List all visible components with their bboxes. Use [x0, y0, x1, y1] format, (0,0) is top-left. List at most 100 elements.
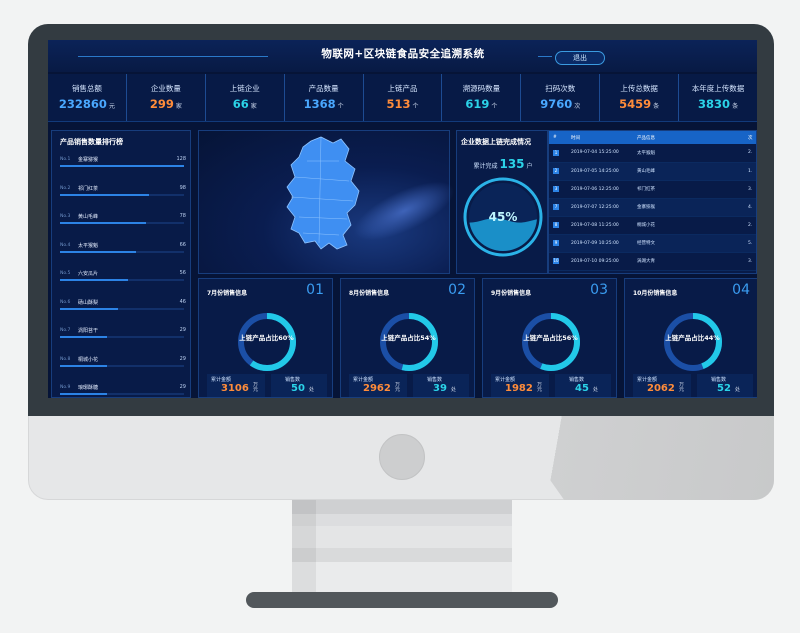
stat-card: 产品数量 1368 个	[285, 74, 364, 121]
stat-value: 619	[465, 97, 490, 111]
rank-no: No.7	[60, 328, 71, 333]
logout-button[interactable]: 退出	[555, 51, 605, 65]
month-sales-unit: 处	[593, 387, 599, 393]
rank-track	[60, 250, 184, 253]
month-sales-card: 7月份销售信息 01 上链产品占比60% 累计金额 3106 万元 销售数 50 处	[198, 278, 333, 398]
row-no-cell: 3	[549, 180, 567, 199]
rank-name: 砀山酥梨	[78, 299, 99, 306]
rank-track	[60, 165, 184, 167]
stat-unit: 元	[108, 103, 115, 110]
records-col-count: 次	[744, 131, 756, 144]
stat-value: 3830	[698, 97, 731, 111]
row-count: 5.	[744, 234, 756, 253]
row-no-cell: 7	[549, 198, 567, 217]
rank-bar	[60, 336, 108, 338]
table-row[interactable]: 7 2019-07-07 12:25:00 金寨猕猴 4.	[549, 198, 756, 217]
progress-count-label: 累计完成	[473, 163, 498, 170]
stats-row: 销售总额 232860 元企业数量 299 家上链企业 66 家产品数量 1368 个上链产品 5…	[48, 74, 757, 122]
rank-count: 98	[179, 184, 186, 191]
row-product: 经营特文	[633, 234, 744, 253]
ranking-item[interactable]: No.1 金寨猕猴 128	[60, 156, 186, 177]
stat-label: 销售总额	[71, 84, 102, 93]
month-sum-box: 累计金额 2062 万元	[633, 374, 691, 397]
rank-no: No.2	[60, 185, 71, 191]
stat-unit: 个	[337, 103, 344, 110]
province-map[interactable]	[198, 130, 463, 274]
rank-bar	[60, 364, 108, 367]
ranking-item[interactable]: No.3 黄山毛峰 78	[60, 213, 186, 234]
month-sales: 45	[575, 383, 589, 394]
table-row[interactable]: 10 2019-07-10 09:25:00 涡湖大青 3.	[549, 252, 756, 271]
month-ring-label: 上链产品占比56%	[523, 334, 578, 342]
month-sum: 2062	[647, 383, 675, 394]
ranking-item[interactable]: No.5 六安瓜片 56	[60, 270, 186, 291]
page-title: 物联网+区块链食品安全追溯系统	[321, 48, 485, 60]
table-row[interactable]: 2 2019-07-05 14:25:00 黄山毛峰 1.	[549, 162, 756, 181]
month-sales-unit: 处	[735, 387, 741, 393]
rank-no: No.3	[60, 214, 71, 219]
rank-count: 29	[179, 384, 186, 390]
stat-card: 上链产品 513 个	[364, 74, 443, 121]
row-no-cell: 9	[549, 234, 567, 253]
rank-bar	[60, 193, 150, 196]
stat-value: 232860	[58, 97, 107, 111]
table-row[interactable]: 1 2019-07-04 15:25:00 太平猴魁 2.	[549, 144, 756, 163]
row-no: 1	[553, 149, 559, 156]
monitor-stand-neck	[292, 500, 512, 592]
month-sales-label: 销售数	[569, 377, 585, 383]
table-row[interactable]: 8 2019-07-08 11:25:00 桐城小花 2.	[549, 216, 756, 235]
rank-bar	[60, 279, 129, 281]
stat-value: 5459	[619, 97, 652, 111]
ranking-item[interactable]: No.7 涡阳苔干 29	[60, 327, 186, 348]
row-count: 1.	[744, 162, 756, 181]
rank-count: 78	[179, 213, 186, 219]
monitor-stand-foot	[246, 592, 558, 608]
header-deco-left	[78, 56, 268, 57]
ranking-item[interactable]: No.6 砀山酥梨 46	[60, 299, 186, 320]
ranking-item[interactable]: No.9 琅琊酥糖 29	[60, 384, 186, 398]
rank-no: No.6	[60, 299, 71, 305]
rank-no: No.5	[60, 271, 71, 276]
stat-unit: 个	[491, 103, 498, 110]
rank-name: 祁门红茶	[78, 185, 99, 192]
stat-value: 299	[149, 97, 174, 111]
table-row[interactable]: 3 2019-07-06 12:25:00 祁门红茶 3.	[549, 180, 756, 199]
month-sum-box: 累计金额 1982 万元	[491, 374, 549, 397]
rank-track	[60, 193, 184, 196]
row-no: 2	[553, 168, 559, 174]
row-product: 祁门红茶	[633, 180, 744, 199]
stat-card: 上链企业 66 家	[206, 74, 285, 121]
row-time: 2019-07-09 10:25:00	[567, 234, 633, 253]
stat-label: 产品数量	[308, 84, 339, 93]
month-sales-card: 8月份销售信息 02 上链产品占比54% 累计金额 2962 万元 销售数 39 处	[340, 278, 475, 398]
ranking-item[interactable]: No.8 桐城小花 29	[60, 356, 186, 377]
row-no-cell: 1	[549, 144, 567, 163]
table-row[interactable]: 9 2019-07-09 10:25:00 经营特文 5.	[549, 234, 756, 253]
ranking-item[interactable]: No.2 祁门红茶 98	[60, 184, 186, 206]
month-sales-card: 9月份销售信息 03 上链产品占比56% 累计金额 1982 万元 销售数 45 处	[482, 278, 617, 398]
month-sum-unit: 万元	[679, 382, 685, 393]
monitor-stand-shade	[292, 500, 316, 592]
month-sum-label: 累计金额	[495, 377, 516, 383]
stat-unit: 个	[412, 103, 419, 110]
records-col-time: 时间	[567, 131, 633, 144]
rank-bar	[60, 222, 146, 224]
rank-track	[60, 364, 184, 367]
monitor-logo	[379, 434, 425, 480]
month-ring	[238, 313, 296, 371]
rank-no: No.1	[60, 157, 71, 162]
ring-fill	[522, 313, 580, 371]
records-col-product: 产品信息	[633, 131, 744, 144]
dashboard-screen: 物联网+区块链食品安全追溯系统 退出 销售总额 232860 元企业数量 299 家上链…	[48, 40, 757, 398]
rank-name: 桐城小花	[78, 356, 99, 363]
stat-card: 上传总数据 5459 条	[600, 74, 680, 121]
row-time: 2019-07-10 09:25:00	[567, 252, 633, 271]
records-table: # 时间 产品信息 次 1 2019-07-04 15:25:00 太平猴魁 2. 2 2…	[549, 131, 756, 271]
month-sales-card: 10月份销售信息 04 上链产品占比44% 累计金额 2062 万元 销售数 52 处	[624, 278, 757, 398]
ranking-item[interactable]: No.4 太平猴魁 66	[60, 242, 186, 263]
month-number: 04	[732, 282, 750, 298]
stat-card: 扫码次数 9760 次	[521, 74, 601, 121]
row-no-cell: 2	[549, 162, 567, 181]
progress-title: 企业数据上链完成情况	[461, 138, 531, 146]
month-number: 01	[306, 282, 324, 298]
